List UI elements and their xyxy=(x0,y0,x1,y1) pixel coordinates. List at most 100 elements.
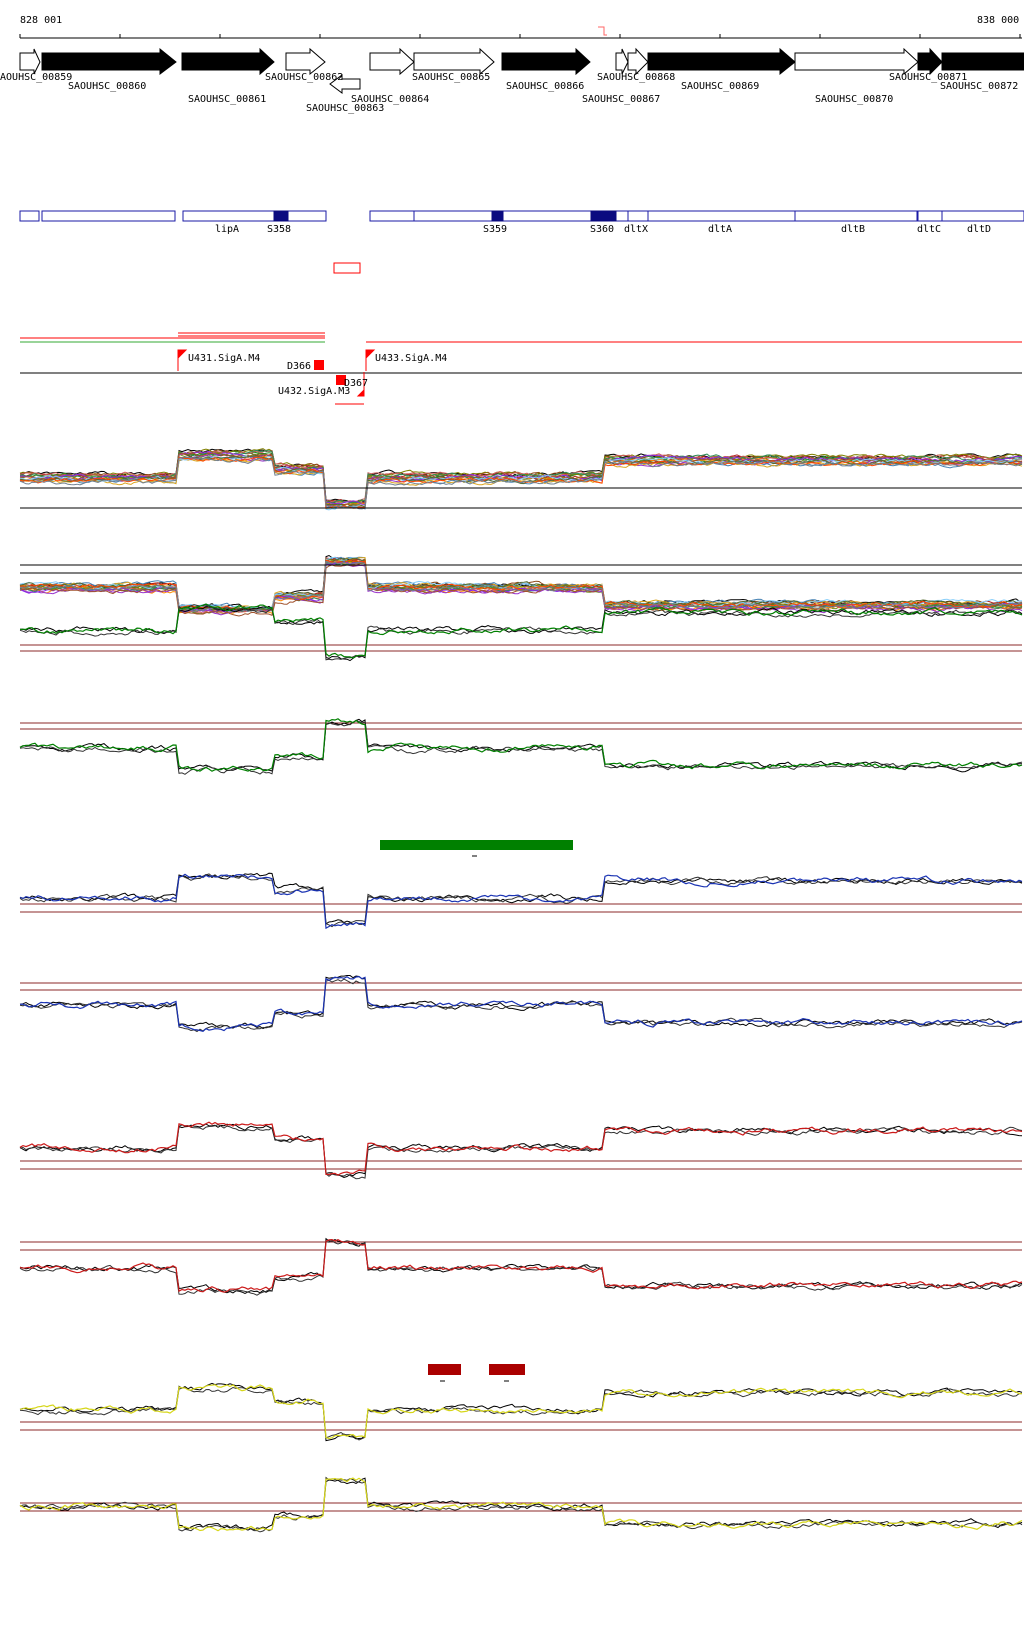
feature-label: S359 xyxy=(483,224,507,235)
signal-trace xyxy=(19,975,1023,1032)
signal-track-green-1 xyxy=(19,603,1023,662)
gene-arrow[interactable] xyxy=(615,48,629,75)
signal-trace xyxy=(19,1123,1023,1179)
signal-trace xyxy=(19,1240,1023,1296)
terminator-mark[interactable] xyxy=(336,375,346,385)
signal-trace xyxy=(19,450,1023,505)
feature-box[interactable] xyxy=(647,210,796,222)
signal-trace xyxy=(19,455,1023,511)
gene-arrow[interactable] xyxy=(285,47,326,76)
transcript-label: D366 xyxy=(287,361,311,372)
gene-arrow[interactable] xyxy=(501,47,591,76)
ruler-end-label: 838 000 xyxy=(977,15,1019,26)
gene-label: SAOUHSC_00864 xyxy=(351,94,429,105)
feature-box[interactable] xyxy=(182,210,327,222)
signal-trace xyxy=(19,872,1023,926)
signal-trace xyxy=(19,1384,1023,1440)
signal-trace xyxy=(19,1237,1023,1295)
highlight-bar-dark-red[interactable] xyxy=(489,1364,525,1375)
signal-track-green-2 xyxy=(19,718,1023,775)
signal-trace xyxy=(19,718,1023,772)
feature-label: dltX xyxy=(624,224,648,235)
signal-trace xyxy=(19,1124,1023,1180)
gene-label: SAOUHSC_00869 xyxy=(681,81,759,92)
feature-box[interactable] xyxy=(273,210,289,222)
feature-box[interactable] xyxy=(917,210,943,222)
feature-label: dltA xyxy=(708,224,732,235)
highlight-bar-dark-red[interactable] xyxy=(428,1364,461,1375)
gene-label: SAOUHSC_00868 xyxy=(597,72,675,83)
region-marker-box[interactable] xyxy=(333,262,361,274)
signal-trace xyxy=(19,1121,1023,1176)
signal-trace xyxy=(20,560,1023,613)
feature-label: dltC xyxy=(917,224,941,235)
gene-label: SAOUHSC_00863 xyxy=(306,103,384,114)
signal-track-yellow-2 xyxy=(19,1476,1023,1533)
ruler-start-label: 828 001 xyxy=(20,15,62,26)
signal-trace xyxy=(19,718,1023,773)
signal-trace xyxy=(19,1476,1023,1533)
signal-trace xyxy=(19,978,1023,1033)
gene-label: SAOUHSC_00859 xyxy=(0,72,72,83)
gene-label: SAOUHSC_00870 xyxy=(815,94,893,105)
gene-arrow[interactable] xyxy=(41,47,177,75)
feature-box[interactable] xyxy=(491,210,504,222)
gene-label: SAOUHSC_00871 xyxy=(889,72,967,83)
feature-box[interactable] xyxy=(627,210,649,222)
gene-arrow[interactable] xyxy=(19,48,41,75)
signal-trace xyxy=(19,873,1023,930)
gene-arrow[interactable] xyxy=(181,47,275,76)
expression-profile-multi-1 xyxy=(19,448,1023,511)
feature-box[interactable] xyxy=(19,210,40,222)
gene-arrow[interactable] xyxy=(329,74,361,94)
ruler-ticks xyxy=(19,34,1021,38)
signal-trace xyxy=(19,560,1023,613)
feature-box[interactable] xyxy=(41,210,176,222)
transcript-track: U431.SigA.M4 D366 U432.SigA.M3 D367 U433… xyxy=(20,332,1022,405)
gene-arrow[interactable] xyxy=(627,47,649,76)
gene-label: SAOUHSC_00860 xyxy=(68,81,146,92)
feature-label: dltD xyxy=(967,224,991,235)
transcript-label: D367 xyxy=(344,378,368,389)
promoter-flag-icon[interactable] xyxy=(177,349,188,371)
gene-arrow[interactable] xyxy=(917,47,943,76)
feature-box[interactable] xyxy=(369,210,415,222)
signal-trace xyxy=(19,605,1023,662)
transcript-label: U433.SigA.M4 xyxy=(375,353,447,364)
feature-box[interactable] xyxy=(590,210,617,222)
feature-label: S358 xyxy=(267,224,291,235)
gene-track: SAOUHSC_00859 SAOUHSC_00860 SAOUHSC_0086… xyxy=(0,47,1024,114)
feature-track: lipA S358 S359 S360 dltX dltA dltB dltC … xyxy=(19,210,1024,235)
feature-box[interactable] xyxy=(941,210,1024,222)
promoter-flag-icon[interactable] xyxy=(365,349,376,371)
transcript-label: U432.SigA.M3 xyxy=(278,386,350,397)
signal-trace xyxy=(19,603,1023,659)
gene-label: SAOUHSC_00866 xyxy=(506,81,584,92)
gene-label: SAOUHSC_00867 xyxy=(582,94,660,105)
signal-trace xyxy=(19,559,1023,612)
coordinate-ruler: 828 001 838 000 xyxy=(19,15,1022,39)
feature-box[interactable] xyxy=(794,210,918,222)
gene-arrow[interactable] xyxy=(369,47,415,76)
terminator-mark[interactable] xyxy=(314,360,324,370)
signal-track-yellow-1 xyxy=(19,1382,1023,1442)
signal-trace xyxy=(19,1477,1023,1532)
gene-label: SAOUHSC_00872 xyxy=(940,81,1018,92)
gene-arrow[interactable] xyxy=(413,47,495,76)
gene-label: SAOUHSC_00862 xyxy=(265,72,343,83)
feature-label: dltB xyxy=(841,224,865,235)
signal-trace xyxy=(19,975,1023,1030)
gene-arrow[interactable] xyxy=(794,47,919,76)
promoter-flag-icon[interactable] xyxy=(356,372,365,397)
feature-label: S360 xyxy=(590,224,614,235)
signal-track-blue-2 xyxy=(19,975,1023,1033)
signal-trace xyxy=(19,1382,1023,1442)
ruler-marker-icon xyxy=(598,26,607,36)
gene-arrow[interactable] xyxy=(647,47,796,76)
signal-track-red-1 xyxy=(19,1121,1023,1180)
feature-label: lipA xyxy=(215,224,239,235)
signal-track-red-2 xyxy=(19,1237,1023,1296)
gene-arrow[interactable] xyxy=(941,52,1024,71)
highlight-bar-green[interactable] xyxy=(380,840,573,850)
